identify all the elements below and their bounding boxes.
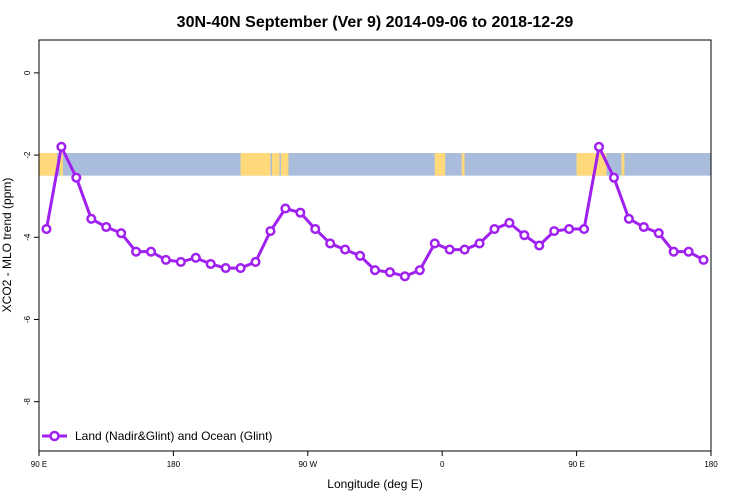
map-land-region [434,153,446,176]
data-point [280,203,291,214]
data-point [474,238,485,249]
data-point [623,213,634,224]
data-point [145,246,157,257]
map-land-region [59,153,63,176]
map-strip [39,153,711,176]
data-point [190,252,201,263]
y-tick-label: -4 [23,233,32,241]
data-point [384,267,395,278]
map-land-region [576,153,607,176]
data-point [519,230,530,241]
data-point [593,141,605,152]
data-point [71,172,82,183]
map-ocean-band [39,153,711,176]
data-point [220,263,231,274]
y-tick-label: -8 [23,398,32,406]
data-point [86,213,97,224]
x-axis-label: Longitude (deg E) [327,477,422,491]
data-point [250,256,261,267]
data-point [205,258,216,270]
x-tick-label: 180 [167,460,181,469]
data-point [668,246,679,257]
data-point [340,244,351,255]
data-point [489,224,500,235]
x-axis: 90 E 180 90 W 0 90 E 180 [31,451,718,469]
data-point [41,224,52,235]
chart-title: 30N-40N September (Ver 9) 2014-09-06 to … [177,14,574,31]
y-axis: 0 -2 -4 -6 -8 [23,70,39,405]
plot-frame [38,39,712,452]
y-tick-label: -6 [23,315,32,323]
data-point [310,224,321,235]
data-point [295,207,306,218]
data-point [534,240,545,251]
data-point [564,224,575,235]
series-layer [41,141,709,282]
data-point [175,256,186,267]
data-point [160,254,171,265]
data-point [459,244,470,255]
data-point [414,265,425,276]
data-point [504,217,515,228]
map-land-region [621,153,625,176]
map-land-region [461,153,465,176]
x-tick-label: 90 E [31,460,47,469]
legend-marker-swatch [49,430,60,442]
data-point [653,228,664,239]
map-land-region [271,153,280,176]
data-point [369,265,381,276]
x-tick-label: 90 E [568,460,584,469]
data-point [638,221,649,233]
map-land-region [280,153,289,176]
y-tick-label: -2 [23,151,32,159]
data-point [101,221,112,233]
data-point [549,226,560,237]
x-tick-label: 90 W [298,460,317,469]
data-point [608,172,619,183]
data-point [116,228,127,239]
data-point [56,141,67,152]
legend: Land (Nadir&Glint) and Ocean (Glint) [42,429,272,443]
data-point [355,250,366,261]
legend-label: Land (Nadir&Glint) and Ocean (Glint) [75,429,272,443]
x-tick-label: 0 [440,460,445,469]
data-point [399,271,410,282]
data-point [698,254,709,265]
map-land-region [39,153,57,176]
data-point [325,238,336,249]
y-axis-label: XCO2 - MLO trend (ppm) [0,178,14,313]
data-point [265,226,276,237]
x-tick-label: 180 [704,460,718,469]
data-point [235,263,246,274]
data-point [683,246,694,257]
y-tick-label: 0 [23,70,32,75]
data-point [579,224,590,235]
data-point [429,238,440,249]
data-point [444,244,455,255]
map-land-region [240,153,271,176]
data-point [131,246,142,257]
